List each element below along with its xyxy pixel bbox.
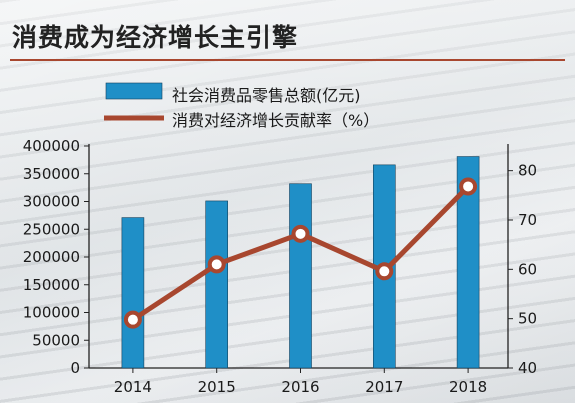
bar-2018 — [456, 156, 480, 369]
legend-swatch-bar — [105, 82, 163, 100]
right-tick-label: 50 — [518, 310, 537, 328]
left-tick-label: 200000 — [23, 248, 80, 266]
legend-label-contribution-rate: 消费对经济增长贡献率（%） — [172, 111, 380, 130]
right-tick-label: 40 — [518, 359, 537, 377]
x-tick-label: 2018 — [449, 378, 487, 396]
left-tick-label: 400000 — [23, 137, 80, 155]
left-tick-label: 100000 — [23, 304, 80, 322]
legend-label-retail-sales: 社会消费品零售总额(亿元) — [172, 86, 361, 105]
left-tick-label: 250000 — [23, 220, 80, 238]
bar-2016 — [289, 183, 312, 369]
x-tick-label: 2015 — [198, 378, 236, 396]
title-divider — [10, 59, 565, 61]
right-tick-label: 60 — [518, 260, 537, 278]
bar-2014 — [121, 217, 145, 369]
left-tick-label: 50000 — [32, 331, 80, 349]
left-tick-label: 150000 — [23, 276, 80, 294]
right-tick-label: 80 — [518, 162, 537, 180]
x-tick-label: 2014 — [114, 378, 152, 396]
right-tick-label: 70 — [518, 211, 537, 229]
bar-2015 — [205, 200, 228, 369]
line-point-2015 — [207, 255, 226, 274]
left-tick-label: 300000 — [23, 193, 80, 211]
page-title: 消费成为经济增长主引擎 — [12, 23, 299, 52]
x-tick-label: 2016 — [281, 378, 319, 396]
line-point-2016 — [291, 224, 310, 243]
line-point-2014 — [123, 310, 142, 329]
x-tick-label: 2017 — [365, 378, 403, 396]
line-point-2018 — [459, 177, 478, 196]
left-tick-label: 0 — [70, 359, 80, 377]
line-point-2017 — [375, 262, 394, 281]
left-tick-label: 350000 — [23, 165, 80, 183]
